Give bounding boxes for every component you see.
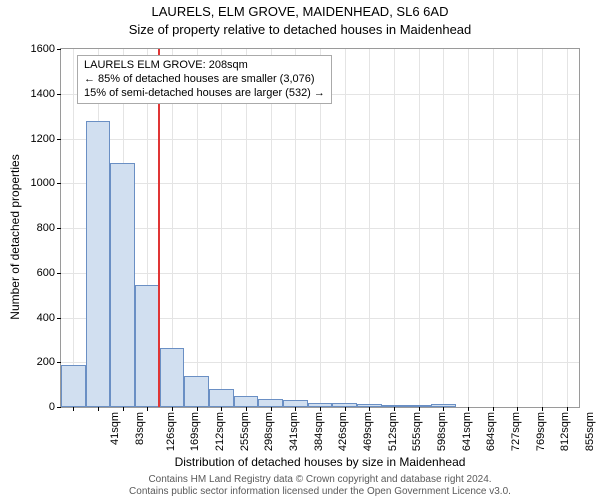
y-tick-label: 0 <box>49 401 55 413</box>
x-tick-label: 169sqm <box>189 412 201 451</box>
y-tick-label: 800 <box>37 222 55 234</box>
x-tick-label: 41sqm <box>109 412 121 445</box>
x-tick-label: 512sqm <box>387 412 399 451</box>
x-tick-label: 341sqm <box>288 412 300 451</box>
y-tick-label: 1200 <box>31 133 55 145</box>
y-tick-label: 1600 <box>31 43 55 55</box>
x-tick-label: 126sqm <box>165 412 177 451</box>
histogram-bar <box>258 399 283 407</box>
y-tick-label: 1000 <box>31 177 55 189</box>
histogram-bar <box>160 348 185 407</box>
histogram-bar <box>110 163 135 407</box>
histogram-bar <box>86 121 111 407</box>
histogram-bar <box>209 389 234 407</box>
x-tick-label: 255sqm <box>239 412 251 451</box>
x-tick-label: 855sqm <box>584 412 596 451</box>
y-axis-label: Number of detached properties <box>8 87 22 387</box>
x-tick-label: 212sqm <box>214 412 226 451</box>
y-tick-label: 400 <box>37 312 55 324</box>
annotation-box: LAURELS ELM GROVE: 208sqm← 85% of detach… <box>77 55 332 104</box>
x-tick-label: 641sqm <box>461 412 473 451</box>
plot-area: LAURELS ELM GROVE: 208sqm← 85% of detach… <box>60 48 580 408</box>
annotation-line: LAURELS ELM GROVE: 208sqm <box>84 59 325 73</box>
annotation-line: ← 85% of detached houses are smaller (3,… <box>84 73 325 87</box>
y-tick-label: 600 <box>37 267 55 279</box>
y-tick-label: 200 <box>37 356 55 368</box>
histogram-bar <box>283 400 308 407</box>
y-tick-label: 1400 <box>31 88 55 100</box>
x-tick-label: 384sqm <box>313 412 325 451</box>
histogram-bar <box>234 396 259 407</box>
histogram-bar <box>61 365 86 408</box>
x-tick-label: 83sqm <box>134 412 146 445</box>
x-tick-label: 598sqm <box>436 412 448 451</box>
x-tick-label: 769sqm <box>535 412 547 451</box>
chart-title: LAURELS, ELM GROVE, MAIDENHEAD, SL6 6AD <box>0 4 600 19</box>
footer-line-2: Contains public sector information licen… <box>50 486 590 498</box>
footer-attribution: Contains HM Land Registry data © Crown c… <box>50 474 590 497</box>
chart-subtitle: Size of property relative to detached ho… <box>0 22 600 37</box>
x-tick-label: 426sqm <box>337 412 349 451</box>
annotation-line: 15% of semi-detached houses are larger (… <box>84 87 325 101</box>
histogram-bar <box>184 376 209 407</box>
x-tick-label: 727sqm <box>510 412 522 451</box>
x-tick-label: 684sqm <box>485 412 497 451</box>
x-tick-label: 555sqm <box>411 412 423 451</box>
x-tick-label: 812sqm <box>559 412 571 451</box>
x-axis-label: Distribution of detached houses by size … <box>60 455 580 469</box>
page: LAURELS, ELM GROVE, MAIDENHEAD, SL6 6AD … <box>0 0 600 500</box>
footer-line-1: Contains HM Land Registry data © Crown c… <box>50 474 590 486</box>
histogram-bar <box>135 285 160 407</box>
x-tick-label: 298sqm <box>263 412 275 451</box>
x-tick-label: 469sqm <box>362 412 374 451</box>
